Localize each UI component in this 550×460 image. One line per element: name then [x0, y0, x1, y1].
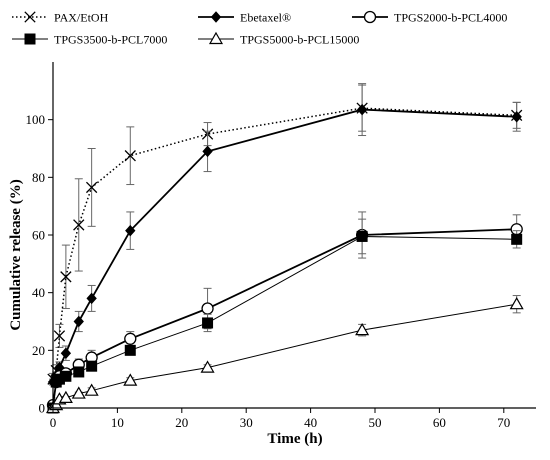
data-point — [201, 302, 214, 315]
data-point — [60, 347, 72, 359]
x-tick-label: 20 — [175, 415, 188, 430]
series-3 — [46, 211, 523, 412]
series-line — [52, 107, 517, 380]
series-5 — [45, 295, 524, 414]
data-point — [60, 370, 72, 382]
data-point — [511, 111, 522, 123]
legend-entry: TPGS3500-b-PCL7000 — [12, 33, 167, 47]
axes: 0 10 20 30 40 50 60 70 0 20 40 60 80 100 — [26, 62, 536, 430]
series-line — [52, 228, 517, 406]
series-line — [52, 303, 517, 409]
data-point — [356, 230, 368, 242]
data-point — [124, 344, 136, 356]
data-point — [202, 145, 213, 158]
x-tick-label: 10 — [111, 415, 124, 430]
legend-marker — [208, 31, 224, 45]
data-point — [53, 373, 65, 385]
data-point — [124, 332, 137, 345]
legend: PAX/EtOH Ebetaxel® TPGS2000-b-PCL4000 TPGS3… — [12, 11, 507, 47]
legend-marker — [24, 11, 36, 23]
data-point — [73, 315, 84, 328]
plot-area — [45, 83, 524, 414]
y-axis-title: Cumulative release (%) — [8, 179, 24, 330]
y-tick-label: 60 — [32, 228, 45, 243]
x-axis-title: Time (h) — [267, 431, 322, 447]
data-point — [509, 296, 524, 310]
data-point — [73, 219, 85, 231]
legend-label: Ebetaxel® — [240, 11, 291, 25]
legend-entry: Ebetaxel® — [198, 11, 291, 25]
data-point — [124, 150, 136, 162]
data-point — [58, 390, 73, 404]
legend-label: PAX/EtOH — [54, 11, 109, 25]
x-tick-label: 70 — [497, 415, 510, 430]
legend-entry: TPGS5000-b-PCL15000 — [198, 31, 359, 47]
data-point — [356, 103, 368, 116]
data-point — [86, 292, 97, 305]
y-tick-label: 40 — [32, 285, 45, 300]
data-point — [355, 322, 370, 336]
legend-label: TPGS3500-b-PCL7000 — [54, 33, 167, 47]
data-point — [71, 386, 86, 399]
x-tick-label: 60 — [433, 415, 446, 430]
data-point — [200, 360, 215, 373]
data-point — [125, 224, 136, 237]
series-line — [52, 108, 517, 383]
legend-marker — [24, 33, 36, 45]
data-point — [60, 271, 72, 283]
x-tick-label: 50 — [369, 415, 382, 430]
legend-label: TPGS2000-b-PCL4000 — [394, 11, 507, 25]
data-point — [511, 233, 523, 245]
series-2 — [47, 83, 522, 388]
data-point — [84, 383, 99, 396]
y-tick-label: 100 — [26, 112, 46, 127]
legend-entry: PAX/EtOH — [12, 11, 109, 25]
y-tick-label: 80 — [32, 170, 45, 185]
x-tick-label: 0 — [50, 415, 57, 430]
y-tick-label: 0 — [39, 401, 46, 416]
data-point — [86, 360, 98, 372]
legend-label: TPGS5000-b-PCL15000 — [240, 33, 359, 47]
legend-entry: TPGS2000-b-PCL4000 — [352, 11, 507, 25]
legend-marker — [363, 10, 377, 24]
data-point — [73, 366, 85, 378]
data-point — [85, 181, 98, 194]
data-point — [123, 373, 138, 386]
y-tick-label: 20 — [32, 343, 45, 358]
x-tick-label: 30 — [240, 415, 253, 430]
series-4 — [47, 218, 523, 414]
legend-marker — [210, 11, 222, 23]
data-point — [53, 330, 66, 342]
x-tick-label: 40 — [304, 415, 317, 430]
data-point — [202, 317, 214, 329]
